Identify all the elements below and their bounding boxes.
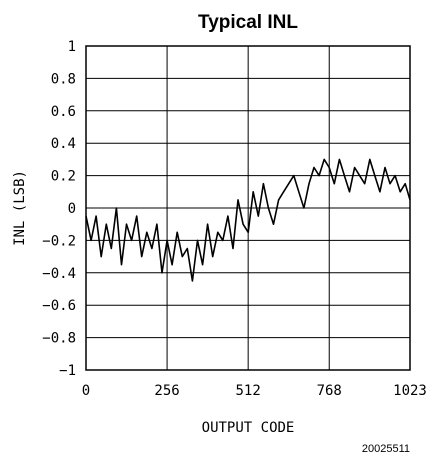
y-tick-label: −0.6 (42, 298, 76, 314)
chart-title: Typical INL (198, 12, 298, 33)
x-tick-label: 1023 (393, 383, 427, 399)
x-tick-label: 256 (154, 383, 179, 399)
y-tick-label: 0 (68, 201, 76, 217)
y-tick-label: −1 (59, 363, 76, 379)
y-tick-label: −0.8 (42, 331, 76, 347)
grid (85, 45, 411, 371)
plot-frame (85, 45, 411, 371)
x-tick-label: 0 (82, 383, 90, 399)
x-axis-title: OUTPUT CODE (202, 420, 295, 436)
y-tick-label: −0.4 (42, 266, 76, 282)
figure-id: 20025511 (362, 443, 410, 455)
series-layer (85, 158, 411, 282)
y-tick-label: 1 (68, 39, 76, 55)
y-tick-label: −0.2 (42, 233, 76, 249)
y-tick-label: 0.4 (51, 136, 76, 152)
y-axis-title: INL (LSB) (12, 170, 28, 246)
y-tick-label: 0.8 (51, 71, 76, 87)
x-tick-label: 512 (236, 383, 261, 399)
y-tick-label: 0.2 (51, 169, 76, 185)
x-tick-labels: 0 256 512 768 1023 (82, 383, 427, 399)
series-line-0 (85, 158, 411, 282)
y-tick-label: 0.6 (51, 104, 76, 120)
y-tick-labels: 1 0.8 0.6 0.4 0.2 0 −0.2 −0.4 −0.6 −0.8 −1 (42, 39, 76, 379)
x-tick-label: 768 (317, 383, 342, 399)
